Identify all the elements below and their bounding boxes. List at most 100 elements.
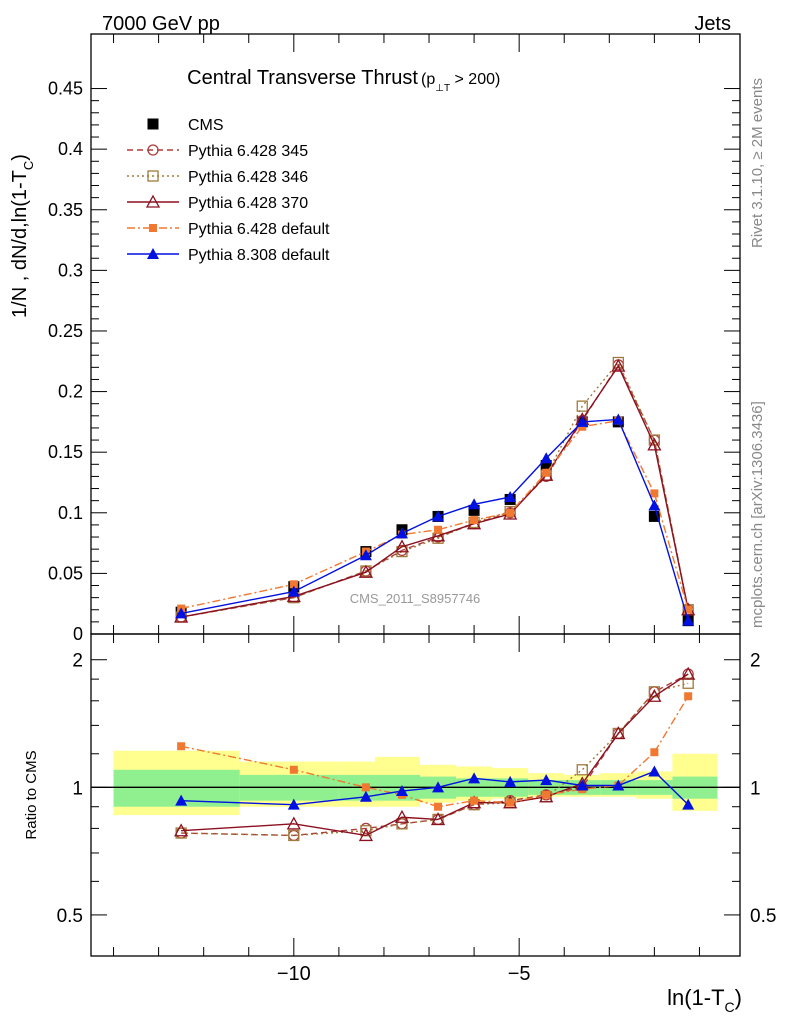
legend-item-py6def: Pythia 6.428 default bbox=[127, 221, 330, 238]
legend-label-py6def: Pythia 6.428 default bbox=[188, 221, 330, 238]
ratio-line-py370 bbox=[181, 673, 689, 837]
main-y-tick-label: 0.1 bbox=[58, 503, 83, 523]
ratio-point-py8def bbox=[682, 798, 695, 810]
main-y-tick-label: 0.4 bbox=[58, 139, 83, 159]
x-tick-label: −5 bbox=[508, 963, 531, 985]
chart-title-cut: (p⊥T > 200) bbox=[421, 71, 500, 94]
chart-title: Central Transverse Thrust bbox=[187, 67, 418, 89]
ratio-point-py6def bbox=[361, 783, 370, 792]
main-point-py6def bbox=[542, 468, 551, 477]
x-tick-label: −10 bbox=[277, 963, 311, 985]
main-y-tick-label: 0.3 bbox=[58, 260, 83, 280]
ratio-point-py370 bbox=[286, 816, 301, 830]
ratio-y-tick-label-right: 1 bbox=[750, 778, 761, 799]
main-line-py345 bbox=[181, 363, 689, 618]
header-process-label: Jets bbox=[694, 13, 731, 35]
legend-marker-py6def bbox=[149, 224, 157, 232]
main-y-tick-label: 0.05 bbox=[48, 563, 83, 583]
ratio-point-py8def bbox=[504, 775, 517, 787]
main-point-py6def bbox=[289, 580, 298, 589]
ratio-point-py8def bbox=[287, 798, 300, 810]
ratio-point-py6def bbox=[177, 742, 186, 751]
main-point-py6def bbox=[434, 525, 443, 534]
ratio-point-py8def bbox=[468, 772, 481, 784]
ratio-point-py8def bbox=[395, 785, 408, 797]
ratio-point-py8def bbox=[576, 779, 589, 791]
main-y-tick-label: 0.15 bbox=[48, 442, 83, 462]
x-axis-label: ln(1-TC) bbox=[667, 985, 742, 1015]
ratio-line-py6def bbox=[180, 695, 689, 808]
ratio-point-py6def bbox=[470, 796, 479, 805]
ratio-point-py346 bbox=[288, 829, 300, 842]
main-series-py8def bbox=[175, 413, 695, 626]
main-point-py8def bbox=[432, 510, 445, 522]
ratio-panel-frame bbox=[90, 633, 741, 957]
ratio-point-py346 bbox=[682, 677, 694, 689]
header-collision-label: 7000 GeV pp bbox=[102, 13, 220, 35]
main-y-tick-label: 0.35 bbox=[48, 200, 83, 220]
main-series-py370 bbox=[174, 358, 696, 623]
main-point-py8def bbox=[468, 498, 481, 510]
main-point-py370 bbox=[430, 528, 446, 542]
ratio-y-tick-label: 2 bbox=[72, 651, 83, 672]
legend-item-py346: Pythia 6.428 346 bbox=[127, 169, 308, 186]
main-point-py8def bbox=[175, 607, 188, 619]
watermark-analysis-id: CMS_2011_S8957746 bbox=[350, 591, 481, 606]
main-series-py345 bbox=[175, 359, 694, 623]
ratio-point-py6def bbox=[542, 790, 551, 799]
main-y-tick-label: 0.25 bbox=[48, 321, 83, 341]
ratio-line-py346 bbox=[181, 682, 689, 837]
main-point-py6def bbox=[684, 605, 693, 614]
legend-item-py8def: Pythia 8.308 default bbox=[127, 247, 330, 264]
legend-item-cms: CMS bbox=[147, 117, 224, 134]
main-y-tick-label: 0.2 bbox=[58, 382, 83, 402]
main-point-py6def bbox=[506, 508, 515, 517]
svg-text:1/N , dN/d,ln(1-TC): 1/N , dN/d,ln(1-TC) bbox=[9, 154, 36, 318]
main-point-py370 bbox=[358, 564, 374, 578]
legend-marker-py346 bbox=[147, 170, 159, 182]
legend-label-py370: Pythia 6.428 370 bbox=[188, 195, 308, 212]
legend-label-cms: CMS bbox=[188, 117, 224, 134]
main-point-py370 bbox=[394, 539, 410, 553]
main-line-py8def bbox=[181, 418, 689, 621]
legend-marker-py345 bbox=[147, 144, 159, 156]
main-point-py8def bbox=[576, 415, 589, 427]
ratio-panel: 0.5 0.5 1 1 2 2 −10 −5 Ratio to CMS ln(1-TC) bbox=[23, 633, 776, 1015]
legend: CMS Pythia 6.428 345 Pythia 6.428 346 Pythi… bbox=[127, 117, 330, 264]
ratio-point-py346 bbox=[396, 818, 408, 830]
ratio-point-py8def bbox=[175, 794, 188, 806]
ratio-series-py8def bbox=[175, 765, 695, 810]
main-point-py6def bbox=[470, 516, 479, 525]
ratio-point-py6def bbox=[289, 765, 298, 774]
ratio-point-py370 bbox=[681, 666, 696, 680]
ratio-y-axis-label: Ratio to CMS bbox=[23, 750, 40, 839]
legend-item-py345: Pythia 6.428 345 bbox=[127, 143, 308, 160]
legend-marker-py8def bbox=[147, 248, 159, 259]
main-point-py8def bbox=[395, 527, 408, 539]
ratio-point-py370 bbox=[394, 809, 410, 823]
ratio-point-py6def bbox=[434, 802, 443, 811]
ratio-line-py8def bbox=[181, 770, 689, 806]
ratio-point-py8def bbox=[359, 790, 372, 802]
ratio-point-py8def bbox=[432, 781, 445, 793]
ratio-point-py370 bbox=[611, 726, 626, 740]
main-point-py370 bbox=[647, 437, 662, 451]
main-line-py370 bbox=[181, 364, 689, 618]
main-point-py8def bbox=[648, 499, 661, 511]
main-point-cms bbox=[540, 460, 552, 472]
ratio-point-py6def bbox=[684, 692, 693, 701]
ratio-line-py345 bbox=[181, 673, 689, 837]
main-series-py346 bbox=[175, 356, 694, 623]
main-point-py8def bbox=[540, 452, 553, 464]
main-y-tick-label: 0.45 bbox=[48, 79, 83, 99]
ratio-point-py346 bbox=[576, 764, 588, 776]
ratio-point-py370 bbox=[174, 823, 189, 837]
side-label-source: mcplots.cern.ch [arXiv:1306.3436] bbox=[749, 401, 766, 628]
ratio-point-py370 bbox=[430, 812, 446, 826]
ratio-point-py370 bbox=[647, 688, 662, 702]
uncertainty-band-inner bbox=[113, 769, 240, 807]
main-panel: 0 0.05 0.1 0.15 0.2 0.25 0.3 0.35 0.4 0.45 CMS_20… bbox=[9, 33, 741, 644]
legend-label-py346: Pythia 6.428 346 bbox=[188, 169, 308, 186]
main-point-py8def bbox=[612, 413, 625, 425]
ratio-point-py8def bbox=[540, 774, 553, 786]
